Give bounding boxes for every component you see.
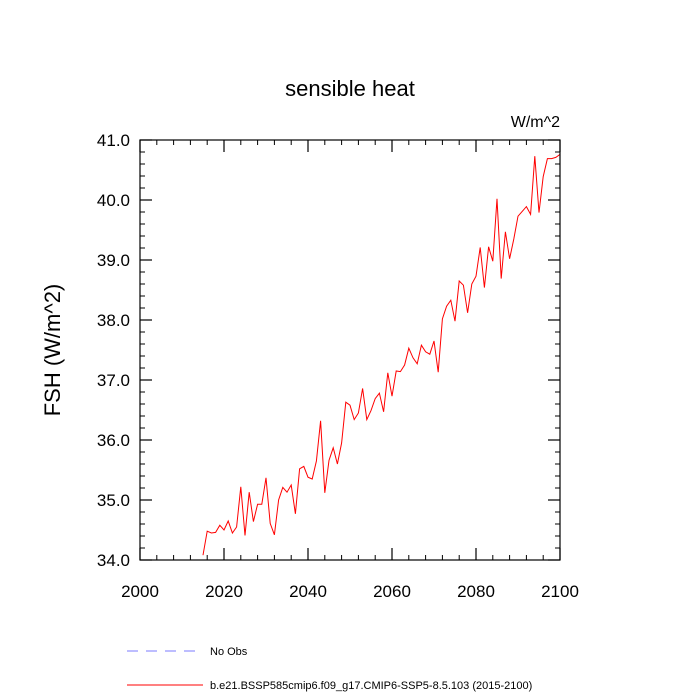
legend: No Obs b.e21.BSSP585cmip6.f09_g17.CMIP6-S… [127, 646, 532, 692]
x-tick-label: 2040 [289, 582, 327, 601]
y-tick-label: 39.0 [97, 251, 130, 270]
x-tick-label: 2080 [457, 582, 495, 601]
x-tick-label: 2000 [121, 582, 159, 601]
series-layer [202, 153, 561, 556]
y-tick-label: 35.0 [97, 491, 130, 510]
y-tick-label: 40.0 [97, 191, 130, 210]
x-tick-label: 2020 [205, 582, 243, 601]
legend-label-1: No Obs [210, 646, 248, 658]
chart-title: sensible heat [285, 76, 415, 101]
y-tick-label: 34.0 [97, 551, 130, 570]
x-tick-label: 2100 [541, 582, 579, 601]
tick-labels: 2000 2020 2040 2060 2080 2100 34.0 35.0 36.0 37.0… [97, 131, 579, 601]
y-tick-label: 36.0 [97, 431, 130, 450]
plot-frame [139, 139, 561, 561]
y-tick-label: 37.0 [97, 371, 130, 390]
y-axis-label: FSH (W/m^2) [40, 284, 65, 417]
y-tick-label: 41.0 [97, 131, 130, 150]
y-tick-label: 38.0 [97, 311, 130, 330]
legend-label-0: b.e21.BSSP585cmip6.f09_g17.CMIP6-SSP5-8.… [210, 680, 532, 692]
x-tick-label: 2060 [373, 582, 411, 601]
series-line-0 [202, 153, 561, 556]
units-label: W/m^2 [511, 114, 560, 131]
